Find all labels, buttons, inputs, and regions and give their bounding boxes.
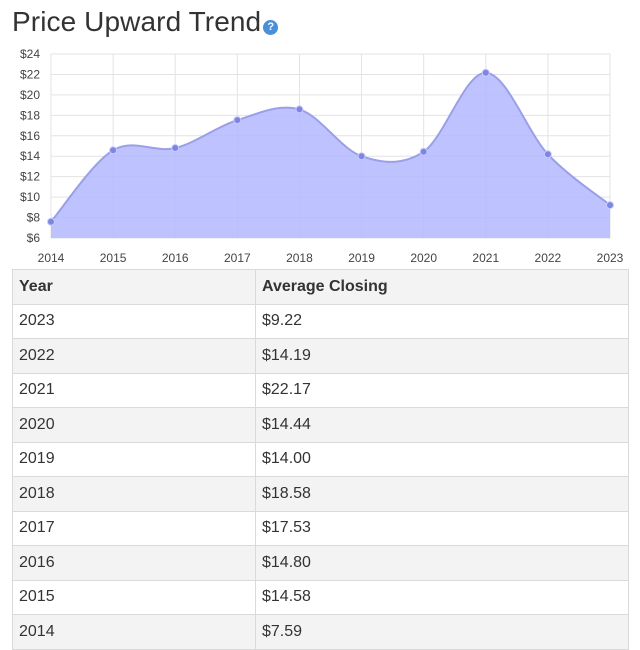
data-point: [606, 201, 614, 210]
table-row: 2019 $14.00: [12, 441, 629, 477]
price-cell: $14.44: [255, 407, 629, 443]
x-tick-label: 2016: [162, 251, 189, 265]
x-tick-label: 2015: [100, 251, 127, 265]
data-point: [543, 150, 552, 159]
year-cell: 2019: [12, 441, 256, 477]
price-cell: $7.59: [255, 614, 629, 650]
y-tick-label: $18: [20, 108, 40, 122]
table-row: 2017 $17.53: [12, 510, 629, 546]
year-cell: 2018: [12, 476, 256, 512]
year-cell: 2023: [12, 303, 256, 339]
y-tick-label: $6: [27, 231, 41, 245]
title-row: Price Upward Trend ?: [12, 4, 279, 40]
price-trend-chart: $6 $8 $10 $12 $14 $16 $18 $20 $22 $24 2014 2015 2016…: [20, 47, 624, 265]
year-cell: 2016: [12, 545, 256, 581]
y-tick-label: $24: [20, 47, 40, 61]
y-tick-label: $16: [20, 129, 40, 143]
price-cell: $14.00: [255, 441, 629, 477]
y-tick-label: $8: [27, 211, 41, 225]
data-point: [47, 217, 55, 226]
x-tick-label: 2017: [224, 251, 251, 265]
price-cell: $14.19: [255, 338, 629, 374]
price-cell: $22.17: [255, 372, 629, 408]
help-icon[interactable]: ?: [263, 19, 279, 35]
x-tick-label: 2018: [286, 251, 313, 265]
data-point: [481, 68, 490, 77]
x-tick-label: 2021: [472, 251, 499, 265]
data-point: [233, 116, 242, 125]
table-row: 2016 $14.80: [12, 545, 629, 581]
price-cell: $17.53: [255, 510, 629, 546]
year-cell: 2014: [12, 614, 256, 650]
x-tick-label: 2014: [38, 251, 65, 265]
table-row: 2014 $7.59: [12, 614, 629, 650]
data-point: [171, 144, 180, 153]
series-area: [51, 72, 610, 238]
column-header-average-closing: Average Closing: [255, 269, 629, 305]
year-cell: 2021: [12, 372, 256, 408]
series-line: [50, 71, 611, 223]
data-point: [419, 147, 428, 156]
data-point: [109, 146, 118, 155]
price-cell: $14.58: [255, 579, 629, 615]
table-header-row: Year Average Closing: [12, 269, 629, 305]
price-cell: $18.58: [255, 476, 629, 512]
price-cell: $9.22: [255, 303, 629, 339]
table-row: 2018 $18.58: [12, 476, 629, 512]
year-cell: 2017: [12, 510, 256, 546]
column-header-year: Year: [12, 269, 256, 305]
table-row: 2020 $14.44: [12, 407, 629, 443]
price-table: Year Average Closing 2023 $9.22 2022 $14.1…: [12, 269, 629, 650]
table-row: 2015 $14.58: [12, 579, 629, 615]
year-cell: 2022: [12, 338, 256, 374]
year-cell: 2015: [12, 579, 256, 615]
y-tick-label: $20: [20, 88, 40, 102]
x-tick-label: 2019: [348, 251, 375, 265]
y-tick-label: $12: [20, 170, 40, 184]
data-point: [357, 152, 366, 161]
year-cell: 2020: [12, 407, 256, 443]
x-tick-label: 2020: [410, 251, 437, 265]
table-row: 2021 $22.17: [12, 372, 629, 408]
x-tick-label: 2023: [597, 251, 624, 265]
x-tick-label: 2022: [535, 251, 562, 265]
price-cell: $14.80: [255, 545, 629, 581]
table-row: 2023 $9.22: [12, 303, 629, 339]
table-row: 2022 $14.19: [12, 338, 629, 374]
y-tick-label: $14: [20, 149, 40, 163]
data-point: [295, 105, 304, 114]
y-tick-label: $10: [20, 190, 40, 204]
page-title: Price Upward Trend: [12, 6, 262, 37]
y-tick-label: $22: [20, 67, 40, 81]
